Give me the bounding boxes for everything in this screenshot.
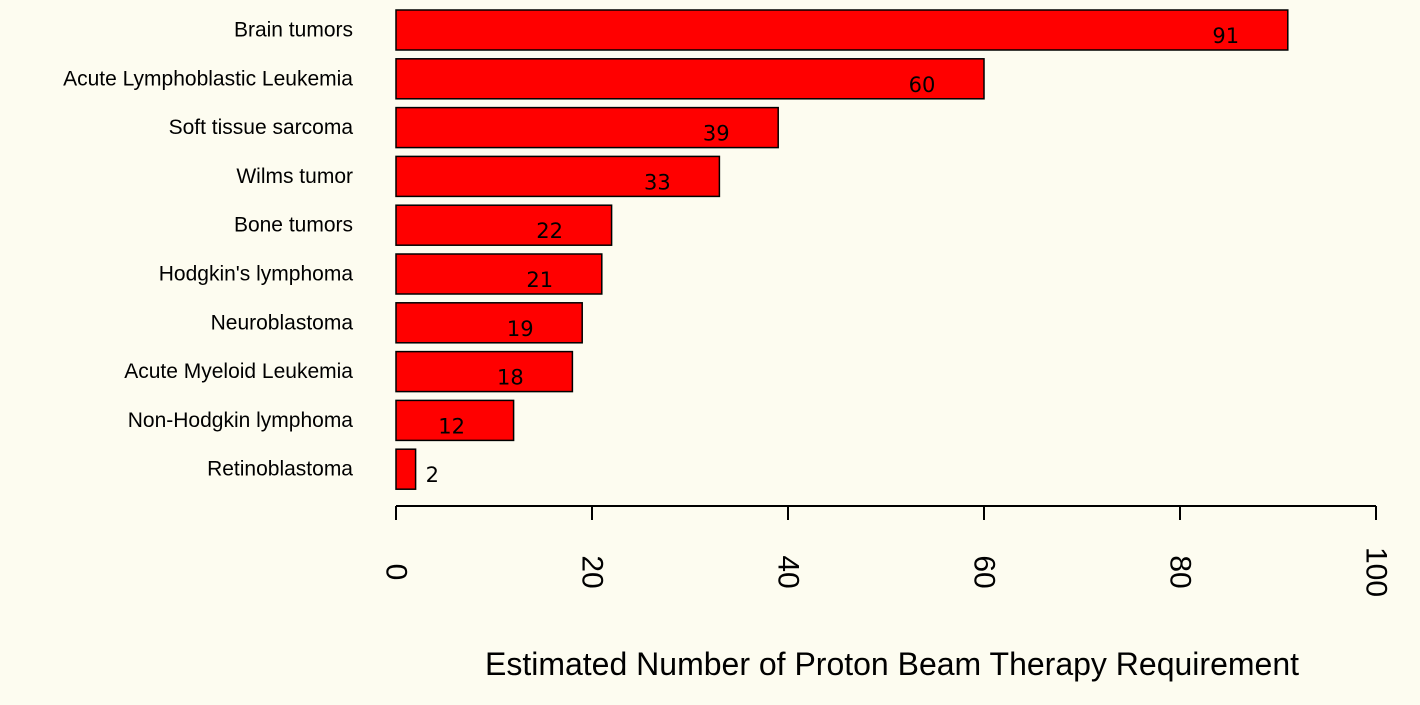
category-label: Bone tumors [234, 214, 353, 237]
category-label: Acute Myeloid Leukemia [124, 360, 353, 383]
bar-wilms-tumor [395, 155, 721, 198]
x-axis: 0 20 40 60 80 100 [380, 505, 1393, 597]
x-tick-label: 80 [1164, 555, 1197, 588]
value-label: 19 [507, 317, 534, 341]
value-labels: 91 60 39 33 22 21 19 18 12 2 [426, 24, 1240, 487]
bar-retinoblastoma [395, 448, 417, 490]
value-label: 21 [526, 268, 553, 292]
category-labels: Brain tumors Acute Lymphoblastic Leukemia… [63, 19, 353, 481]
category-label: Retinoblastoma [207, 458, 353, 481]
x-tick-label: 60 [968, 555, 1001, 588]
bar-hodgkin-s-lymphoma [395, 253, 603, 295]
bar-neuroblastoma [395, 302, 583, 344]
x-tick-label: 100 [1360, 547, 1393, 597]
bar-acute-myeloid-leukemia [395, 350, 574, 393]
x-tick-label: 40 [772, 555, 805, 588]
bar-non-hodgkin-lymphoma [395, 399, 515, 442]
bar-bone-tumors [395, 204, 613, 246]
bars-layer [395, 9, 1289, 490]
bar-acute-lymphoblastic-leukemia [395, 58, 985, 100]
x-tick-label: 20 [576, 555, 609, 588]
category-label: Hodgkin's lymphoma [159, 263, 354, 286]
category-label: Acute Lymphoblastic Leukemia [63, 67, 353, 90]
category-label: Wilms tumor [236, 165, 353, 188]
value-label: 91 [1212, 24, 1239, 48]
x-tick-label: 0 [380, 564, 413, 581]
category-label: Non-Hodgkin lymphoma [128, 409, 354, 432]
value-label: 2 [426, 463, 439, 487]
x-axis-title: Estimated Number of Proton Beam Therapy … [485, 646, 1299, 682]
value-label: 22 [536, 219, 563, 243]
category-label: Brain tumors [234, 19, 353, 42]
value-label: 39 [703, 122, 730, 146]
category-label: Neuroblastoma [211, 311, 354, 334]
bar-brain-tumors [395, 9, 1289, 51]
value-label: 12 [438, 414, 465, 438]
value-label: 60 [909, 73, 936, 97]
bar-soft-tissue-sarcoma [395, 106, 779, 149]
value-label: 33 [644, 170, 671, 194]
category-label: Soft tissue sarcoma [169, 116, 354, 139]
value-label: 18 [497, 366, 524, 390]
